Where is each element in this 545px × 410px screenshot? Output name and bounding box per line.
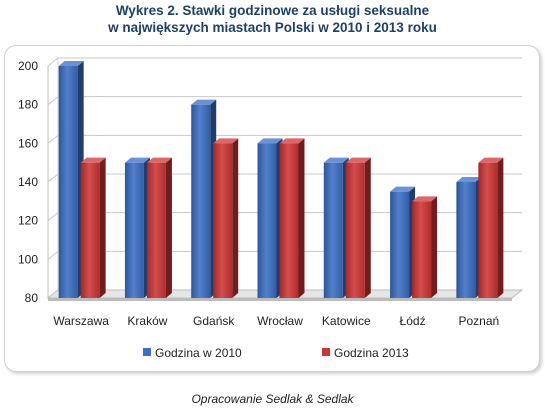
bar-2010-1: [58, 66, 78, 298]
bar-2010-2: [124, 162, 144, 298]
gridline-side: [47, 134, 59, 144]
legend-swatch-2013: [322, 348, 330, 356]
bar-side: [497, 157, 504, 298]
bar-top: [279, 138, 305, 144]
y-tick-label: 180: [18, 98, 38, 112]
bar-top: [412, 196, 438, 202]
bar-top: [124, 157, 150, 163]
legend-label: Godzina 2013: [334, 346, 409, 360]
bar-2013-4: [279, 143, 299, 298]
y-tick-label: 160: [18, 136, 38, 150]
gridline-side: [47, 250, 59, 260]
bar-2013-2: [146, 162, 166, 298]
x-tick-label: Gdańsk: [193, 314, 235, 328]
y-tick-label: 100: [18, 252, 38, 266]
bar-side: [431, 196, 438, 298]
gridline-side: [47, 173, 59, 183]
gridline-side: [47, 57, 59, 67]
bar-top: [478, 157, 504, 163]
bar-top: [323, 157, 349, 163]
bar-top: [80, 157, 106, 163]
legend-label: Godzina w 2010: [155, 346, 242, 360]
bar-top: [213, 138, 239, 144]
bar-top: [146, 157, 172, 163]
bar-top: [390, 186, 416, 192]
chart-title-line1: Wykres 2. Stawki godzinowe za usługi sek…: [115, 3, 430, 18]
bar-side: [364, 157, 371, 298]
source-note: Opracowanie Sedlak & Sedlak: [191, 392, 354, 406]
bar-2013-6: [412, 201, 432, 298]
bar-top: [345, 157, 371, 163]
x-tick-label: Kraków: [127, 314, 167, 328]
bar-side: [165, 157, 172, 298]
y-tick-label: 200: [18, 59, 38, 73]
bar-2013-5: [345, 162, 365, 298]
y-tick-label: 120: [18, 214, 38, 228]
bar-side: [298, 138, 305, 298]
floor-front-edge: [48, 298, 512, 301]
y-tick-label: 140: [18, 175, 38, 189]
gridline-side: [47, 96, 59, 106]
legend-swatch-2010: [143, 348, 151, 356]
bar-2013-7: [478, 162, 498, 298]
bar-side: [232, 138, 239, 298]
bar-2013-1: [80, 162, 100, 298]
x-tick-label: Katowice: [322, 314, 371, 328]
bar-top: [456, 177, 482, 182]
x-tick-label: Wrocław: [257, 314, 303, 328]
bar-2010-3: [191, 104, 211, 299]
y-tick-label: 80: [25, 291, 39, 305]
bar-2013-3: [213, 143, 233, 298]
bar-top: [58, 61, 84, 66]
bar-2010-7: [456, 182, 476, 298]
x-tick-label: Warszawa: [53, 314, 109, 328]
chart-title: Wykres 2. Stawki godzinowe za usługi sek…: [0, 2, 545, 36]
gridline-side: [47, 212, 59, 222]
chart-title-line2: w największych miastach Polski w 2010 i …: [108, 20, 437, 35]
bar-2010-5: [323, 162, 343, 298]
x-tick-label: Poznań: [459, 314, 500, 328]
bar-2010-6: [390, 191, 410, 298]
x-tick-label: Łódź: [400, 314, 426, 328]
bar-2010-4: [257, 143, 277, 298]
bar-top: [191, 99, 217, 105]
bar-top: [257, 138, 283, 144]
bar-side: [99, 157, 106, 298]
